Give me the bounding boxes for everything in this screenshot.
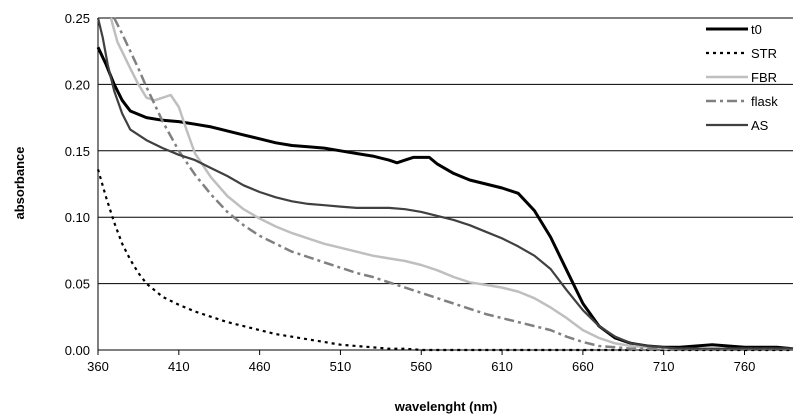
legend: t0 STR FBR flask AS xyxy=(706,22,778,133)
series-lines xyxy=(96,17,794,352)
x-tick-label: 710 xyxy=(653,359,675,374)
x-tick-label: 510 xyxy=(330,359,352,374)
y-tick-label: 0.10 xyxy=(65,210,90,225)
x-tick-labels: 360 410 460 510 560 610 660 710 760 xyxy=(87,359,755,374)
y-tick-label: 0.20 xyxy=(65,77,90,92)
legend-label-STR: STR xyxy=(751,46,777,61)
legend-label-FBR: FBR xyxy=(751,70,777,85)
y-tick-label: 0.15 xyxy=(65,144,90,159)
series-line-t0 xyxy=(96,46,794,351)
legend-label-AS: AS xyxy=(751,118,769,133)
axes xyxy=(97,18,793,355)
gridlines xyxy=(98,17,793,285)
x-tick-label: 660 xyxy=(572,359,594,374)
x-tick-label: 410 xyxy=(168,359,190,374)
legend-label-flask: flask xyxy=(751,94,778,109)
series-line-STR xyxy=(96,169,793,352)
y-tick-label: 0.25 xyxy=(65,11,90,26)
y-tick-labels: 0.00 0.05 0.10 0.15 0.20 0.25 xyxy=(65,11,90,358)
series-line-AS xyxy=(96,17,793,350)
legend-label-t0: t0 xyxy=(751,22,762,37)
y-tick-label: 0.00 xyxy=(65,343,90,358)
x-tick-label: 460 xyxy=(249,359,271,374)
x-tick-label: 610 xyxy=(491,359,513,374)
x-tick-label: 560 xyxy=(410,359,432,374)
x-axis-title: wavelenght (nm) xyxy=(394,399,498,414)
x-tick-label: 360 xyxy=(87,359,109,374)
x-tick-label: 760 xyxy=(734,359,756,374)
y-axis-title: absorbance xyxy=(12,147,27,220)
y-tick-label: 0.05 xyxy=(65,277,90,292)
series-line-FBR xyxy=(109,17,793,350)
